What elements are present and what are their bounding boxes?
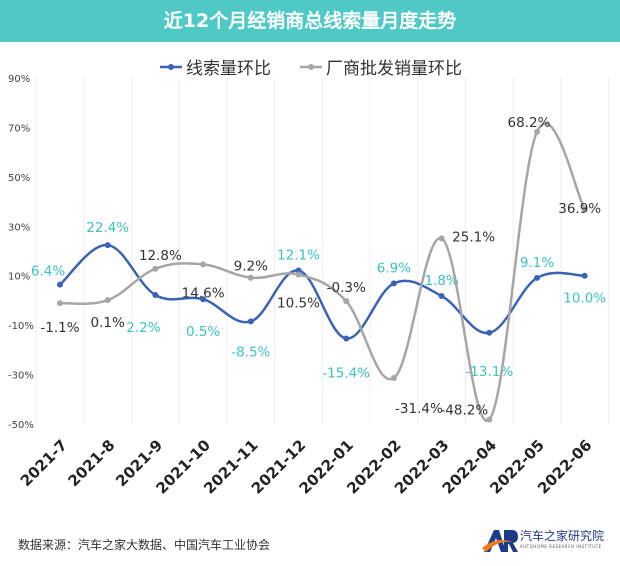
logo-mark-icon <box>482 530 518 552</box>
x-tick-label: 2021-8 <box>64 436 118 490</box>
data-point <box>390 280 397 287</box>
data-label: 2.2% <box>126 320 160 336</box>
data-label: 68.2% <box>508 115 551 131</box>
data-point <box>390 375 397 382</box>
data-label: 14.6% <box>182 285 225 301</box>
data-point <box>104 242 111 249</box>
y-tick-label: -30% <box>8 371 34 382</box>
data-point <box>343 335 350 342</box>
data-label: -15.4% <box>322 365 370 381</box>
data-point <box>104 297 111 304</box>
data-label: -8.5% <box>231 344 270 360</box>
data-label: 12.1% <box>277 248 320 264</box>
logo-subtitle: AUTOHOME RESEARCH INSTITUTE <box>520 544 602 549</box>
data-source: 数据来源：汽车之家大数据、中国汽车工业协会 <box>18 538 271 552</box>
data-point <box>581 272 588 279</box>
legend-label: 线索量环比 <box>186 59 271 79</box>
data-label: 6.9% <box>377 260 411 276</box>
data-point <box>343 298 350 305</box>
y-tick-label: 10% <box>8 272 30 283</box>
data-label: 9.2% <box>234 259 268 275</box>
data-label: 25.1% <box>452 229 495 245</box>
data-point <box>200 261 207 268</box>
data-label: 10.5% <box>277 295 320 311</box>
data-label: 0.1% <box>91 315 125 331</box>
y-tick-label: 90% <box>8 74 30 85</box>
data-label: 22.4% <box>86 220 129 236</box>
data-point <box>486 416 493 423</box>
data-point <box>486 329 493 336</box>
data-label: 9.1% <box>520 255 554 271</box>
data-point <box>438 292 445 299</box>
data-point <box>247 274 254 281</box>
data-label: -31.4% <box>395 401 443 417</box>
data-label: 6.4% <box>31 264 65 280</box>
data-point <box>152 291 159 298</box>
legend-label: 厂商批发销量环比 <box>326 59 462 79</box>
legend-marker <box>168 64 174 70</box>
y-tick-label: 70% <box>8 123 30 134</box>
data-point <box>247 318 254 325</box>
data-label: -1.1% <box>40 320 79 336</box>
y-tick-label: 30% <box>8 222 30 233</box>
data-label: 0.5% <box>186 324 220 340</box>
data-point <box>57 300 63 307</box>
data-point <box>152 265 159 272</box>
data-point <box>581 206 588 213</box>
series-line-1 <box>59 122 586 423</box>
data-point <box>200 296 207 303</box>
logo-name: 汽车之家研究院 <box>520 529 605 543</box>
data-label: -0.3% <box>327 280 366 296</box>
data-point <box>438 235 445 242</box>
logo: 汽车之家研究院 AUTOHOME RESEARCH INSTITUTE <box>482 526 612 556</box>
data-point <box>295 271 302 278</box>
data-point <box>534 274 540 281</box>
data-point <box>57 281 63 288</box>
y-tick-label: -10% <box>8 321 34 332</box>
y-tick-label: -50% <box>8 420 34 431</box>
data-label: 12.8% <box>139 248 182 264</box>
data-point <box>534 128 540 135</box>
y-tick-label: 50% <box>8 173 30 184</box>
data-label: 36.9% <box>558 201 601 217</box>
x-tick-label: 2021-7 <box>17 436 71 490</box>
legend-marker <box>308 64 314 70</box>
chart-title: 近12个月经销商总线索量月度走势 <box>0 0 620 42</box>
data-label: 10.0% <box>563 291 606 307</box>
data-label: 1.8% <box>424 273 458 289</box>
data-label: -48.2% <box>440 403 488 419</box>
